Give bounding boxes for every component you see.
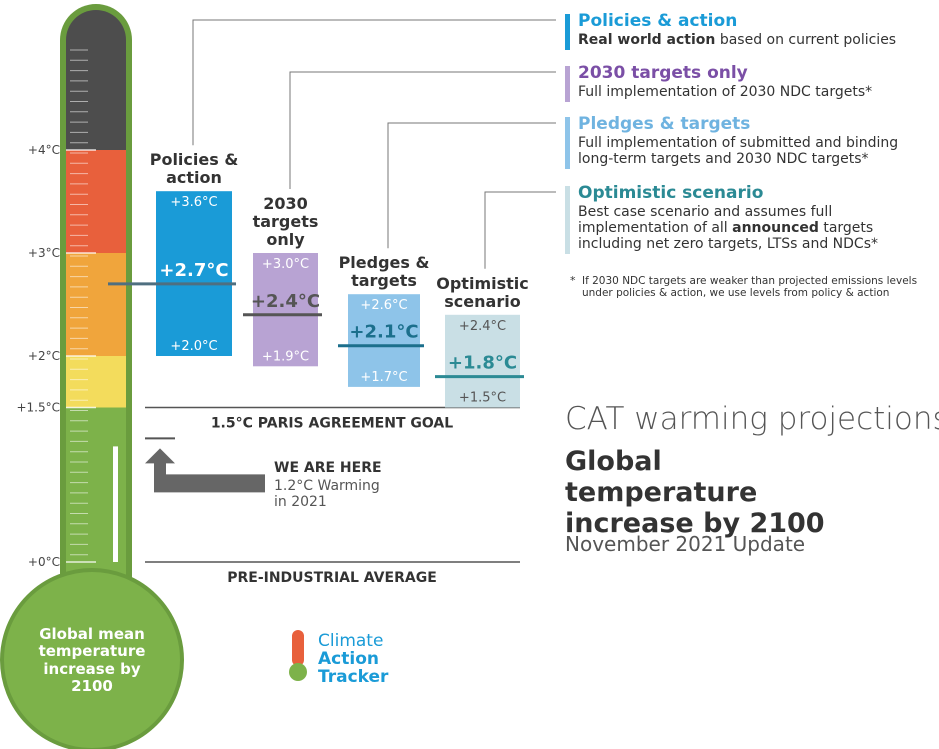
description-part: Full implementation of submitted and bin… — [578, 135, 898, 167]
scenario-title: Pledges & targets — [336, 254, 432, 290]
low-label: +1.5°C — [459, 391, 506, 406]
heading-bold: Global temperature increase by 2100 — [565, 446, 855, 539]
mercury — [113, 446, 118, 562]
legend-title: Pledges & targets — [578, 115, 750, 135]
leader-line — [485, 192, 556, 269]
legend-title: 2030 targets only — [578, 64, 748, 84]
high-label: +2.4°C — [459, 319, 506, 334]
legend-bar — [565, 186, 570, 254]
scenario-title: Policies & action — [146, 151, 242, 187]
temp-band — [66, 0, 126, 150]
legend-bar — [565, 117, 570, 169]
scenario-title: Optimistic scenario — [435, 275, 531, 311]
scenario-title: 2030 targets only — [238, 195, 334, 249]
tick-label: +4°C — [28, 143, 60, 157]
legend-description: Full implementation of 2030 NDC targets* — [578, 84, 933, 100]
tick-label: +2°C — [28, 349, 60, 363]
temp-band — [66, 253, 126, 356]
update: November 2021 Update — [565, 533, 805, 556]
baseline-label: PRE-INDUSTRIAL AVERAGE — [227, 570, 437, 586]
tick-label: +0°C — [28, 555, 60, 569]
heading: CAT warming projections — [565, 402, 939, 438]
mid-label: +2.1°C — [349, 322, 418, 343]
legend-bar — [565, 66, 570, 102]
footnote: If 2030 NDC targets are weaker than proj… — [582, 275, 932, 299]
footnote-mark: * — [570, 275, 582, 288]
high-label: +3.6°C — [170, 195, 217, 210]
leader-line — [290, 72, 556, 189]
bulb-label: Global mean temperature increase by 2100 — [30, 626, 154, 695]
low-label: +1.7°C — [360, 370, 407, 385]
high-label: +2.6°C — [360, 298, 407, 313]
temp-band — [66, 150, 126, 253]
leader-line — [193, 20, 556, 145]
logo-tube — [292, 630, 304, 666]
leader-line — [388, 123, 556, 248]
legend-bar — [565, 14, 570, 50]
legend-description: Full implementation of submitted and bin… — [578, 135, 933, 167]
low-label: +2.0°C — [170, 339, 217, 354]
tick-label: +3°C — [28, 246, 60, 260]
mid-label: +2.4°C — [251, 291, 320, 312]
current-label: 1.2°C Warming in 2021 — [274, 478, 394, 510]
mid-label: +1.8°C — [448, 353, 517, 374]
high-label: +3.0°C — [262, 257, 309, 272]
infographic: +0°C +1.5°C +2°C +3°C +4°C 1.5°C PARIS AGREEM… — [0, 0, 939, 749]
current-title: WE ARE HERE — [274, 460, 382, 476]
legend-description: Best case scenario and assumes full impl… — [578, 204, 933, 252]
description-part: Real world action — [578, 32, 715, 48]
goal-label: 1.5°C PARIS AGREEMENT GOAL — [211, 416, 453, 432]
description-part: based on current policies — [715, 32, 896, 48]
current-arrow — [145, 448, 265, 492]
legend-description: Real world action based on current polic… — [578, 32, 933, 48]
description-part: Full implementation of 2030 NDC targets* — [578, 84, 872, 100]
logo-bulb — [289, 663, 307, 681]
low-label: +1.9°C — [262, 349, 309, 364]
legend-title: Policies & action — [578, 12, 737, 32]
legend-title: Optimistic scenario — [578, 184, 763, 204]
mid-label: +2.7°C — [159, 260, 228, 281]
logo-text: Tracker — [318, 668, 388, 688]
tick-label: +1.5°C — [16, 401, 60, 415]
description-part: announced — [732, 220, 819, 236]
